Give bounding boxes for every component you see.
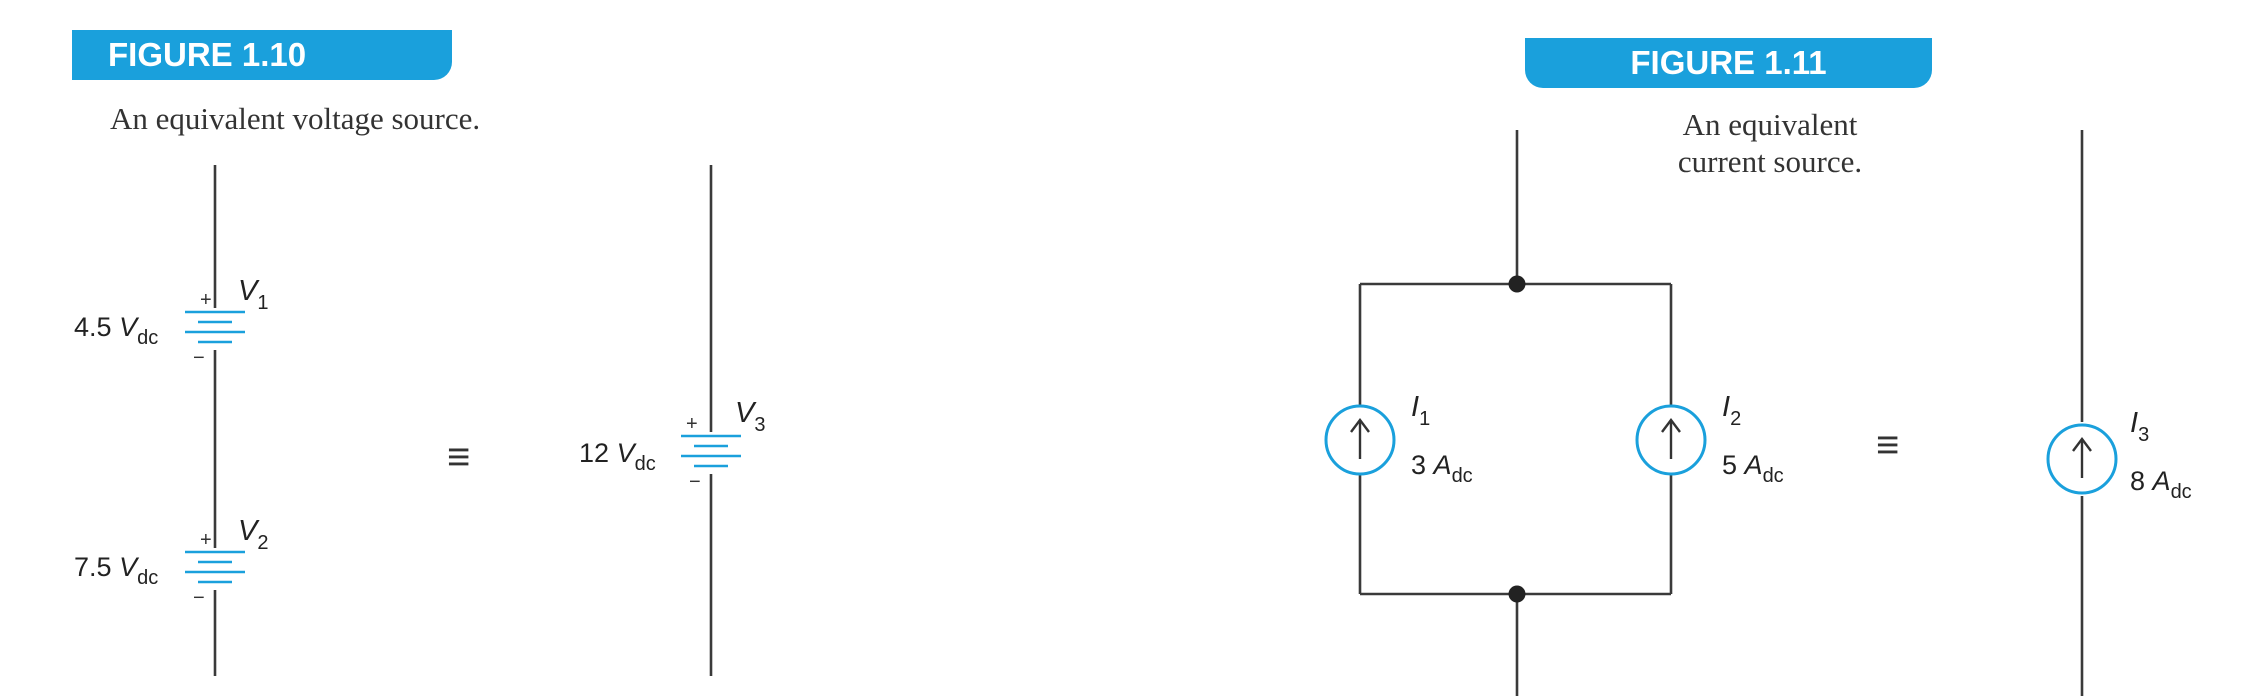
i2-symbol: I2 <box>1722 391 1741 430</box>
i2-value-label: 5 Adc <box>1722 450 1784 487</box>
figure-1-10-banner: FIGURE 1.10 <box>72 30 452 80</box>
up-arrow-icon <box>1350 418 1370 459</box>
equivalence-sign-111: ≡ <box>1876 423 1899 467</box>
junction-node-bottom <box>1508 585 1526 603</box>
current-source-i1 <box>1324 404 1396 476</box>
voltage-series-circuit: + − V1 4.5 Vdc + − V2 7.5 Vdc <box>74 165 268 676</box>
v1-symbol: V1 <box>238 275 268 314</box>
v1-minus-sign: − <box>193 347 205 369</box>
v2-symbol: V2 <box>238 515 268 554</box>
v1-plus-sign: + <box>200 289 212 311</box>
voltage-equivalent-circuit: + − V3 12 Vdc <box>579 165 765 676</box>
battery-v2 <box>185 550 245 584</box>
figure-1-11-caption: An equivalent current source. <box>1630 106 1910 180</box>
current-parallel-circuit: I1 3 Adc I2 5 Adc <box>1324 130 1784 696</box>
current-equivalent-circuit: I3 8 Adc <box>2046 130 2192 696</box>
up-arrow-icon <box>2072 437 2092 478</box>
figure-1-11-caption-line2: current source. <box>1677 144 1863 180</box>
equivalence-sign-110: ≡ <box>447 435 470 479</box>
current-source-i2 <box>1635 404 1707 476</box>
i3-value-label: 8 Adc <box>2130 466 2192 503</box>
battery-v1 <box>185 310 245 344</box>
v3-minus-sign: − <box>689 471 701 493</box>
v3-symbol: V3 <box>735 397 765 436</box>
figure-1-11-banner: FIGURE 1.11 <box>1525 38 1932 88</box>
figure-1-10-caption: An equivalent voltage source. <box>110 101 481 136</box>
i3-symbol: I3 <box>2130 407 2149 446</box>
figure-1-11-caption-line1: An equivalent <box>1682 107 1858 142</box>
v1-value-label: 4.5 Vdc <box>74 312 158 349</box>
v2-minus-sign: − <box>193 587 205 609</box>
v3-value-label: 12 Vdc <box>579 438 656 475</box>
i1-value-label: 3 Adc <box>1411 450 1473 487</box>
junction-node-top <box>1508 275 1526 293</box>
battery-v3 <box>681 434 741 468</box>
v3-plus-sign: + <box>686 413 698 435</box>
v2-value-label: 7.5 Vdc <box>74 552 158 589</box>
i1-symbol: I1 <box>1411 391 1430 430</box>
current-source-i3 <box>2046 423 2118 495</box>
up-arrow-icon <box>1661 418 1681 459</box>
v2-plus-sign: + <box>200 529 212 551</box>
